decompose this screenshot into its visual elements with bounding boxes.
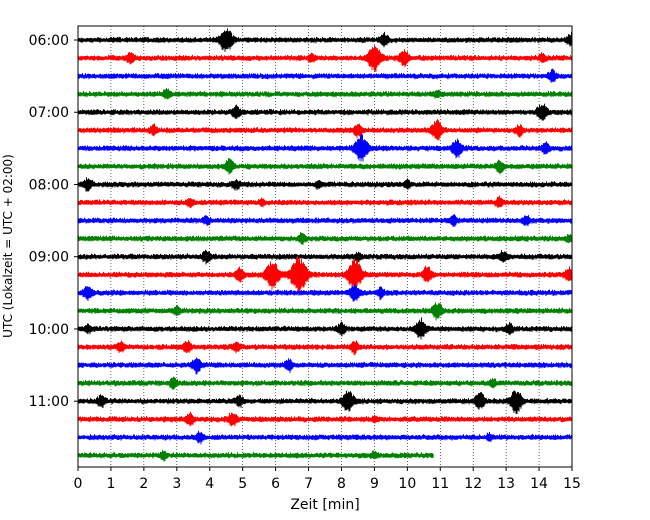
trace-0915-line [77, 255, 573, 294]
x-tick-label: 3 [172, 476, 181, 492]
trace-0815-line [77, 195, 573, 209]
x-tick-label: 7 [304, 476, 313, 492]
x-tick-label: 5 [238, 476, 247, 492]
x-tick-label: 14 [530, 476, 548, 492]
trace-1045-line [77, 376, 573, 391]
trace-1130-line [77, 430, 573, 445]
x-tick-label: 12 [464, 476, 482, 492]
trace-0845-line [77, 232, 573, 245]
x-tick-label: 9 [370, 476, 379, 492]
trace-0945-line [77, 302, 573, 321]
x-axis: 0 1 2 3 4 5 6 7 8 9 10 11 12 13 14 15 [74, 467, 581, 492]
trace-1015-line [77, 339, 573, 356]
trace-0630-line [77, 68, 573, 83]
x-tick-label: 10 [398, 476, 416, 492]
trace-1000-line [77, 317, 573, 340]
x-tick-label: 11 [431, 476, 449, 492]
y-tick-label: 08:00 [29, 177, 69, 193]
y-axis-label: UTC (Lokalzeit = UTC + 02:00) [1, 154, 15, 338]
y-tick-label: 06:00 [29, 33, 69, 49]
trace-1145-line [77, 450, 434, 462]
trace-0715-line [77, 118, 573, 141]
y-axis: 06:00 07:00 08:00 09:00 10:00 11:00 [29, 33, 78, 410]
trace-0600-line [77, 28, 573, 52]
plot-frame [77, 25, 573, 468]
x-tick-label: 13 [497, 476, 515, 492]
trace-0830-line [77, 213, 573, 228]
x-tick-label: 15 [563, 476, 581, 492]
trace-1100-line [77, 390, 573, 415]
trace-1030-line [77, 357, 573, 375]
x-tick-label: 6 [271, 476, 280, 492]
x-axis-label: Zeit [min] [290, 497, 359, 513]
seismic-traces [77, 28, 573, 462]
trace-1115-line [77, 411, 573, 427]
trace-0700-line [77, 103, 573, 122]
trace-0730-line [77, 133, 573, 162]
trace-0645-line [77, 87, 573, 100]
x-tick-label: 4 [205, 476, 214, 492]
trace-0745-line [77, 157, 573, 175]
trace-0800-line [77, 177, 573, 192]
x-tick-label: 8 [337, 476, 346, 492]
x-tick-label: 2 [139, 476, 148, 492]
y-tick-label: 11:00 [29, 394, 69, 410]
y-tick-label: 09:00 [29, 250, 69, 266]
y-tick-label: 07:00 [29, 105, 69, 121]
trace-0930-line [77, 283, 573, 302]
trace-0615-line [77, 45, 573, 72]
trace-0900-line [77, 249, 573, 265]
x-tick-label: 1 [106, 476, 115, 492]
y-tick-label: 10:00 [29, 322, 69, 338]
x-tick-label: 0 [74, 476, 83, 492]
